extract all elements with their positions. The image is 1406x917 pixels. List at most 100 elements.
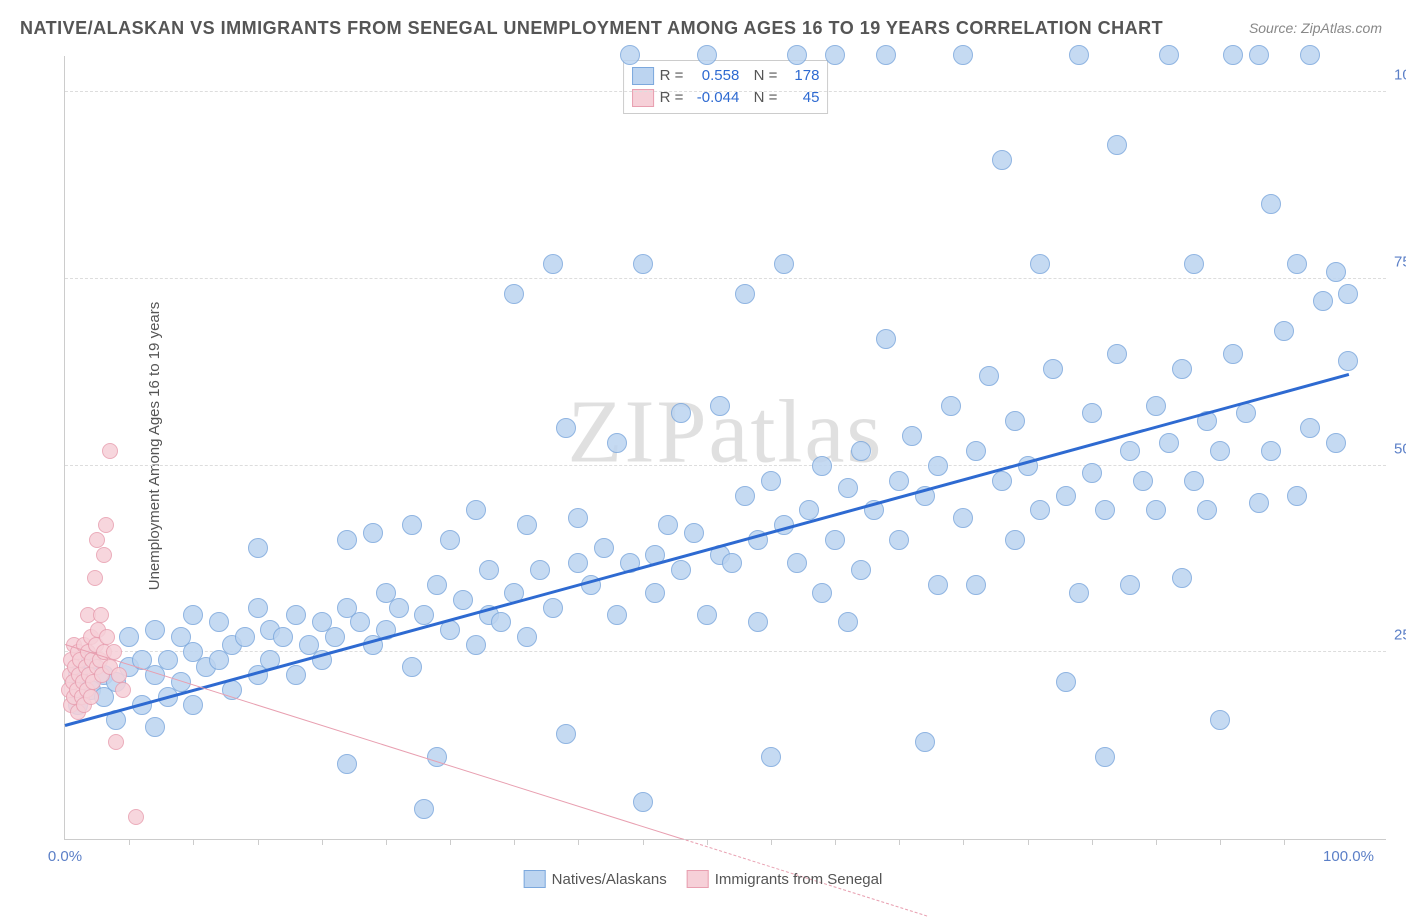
data-point [286,665,306,685]
data-point [722,553,742,573]
data-point [851,560,871,580]
data-point [645,583,665,603]
x-tick-mark [643,839,644,845]
x-tick-mark [707,839,708,845]
data-point [1261,441,1281,461]
legend-swatch [524,870,546,888]
data-point [1300,418,1320,438]
data-point [1095,747,1115,767]
data-point [89,532,105,548]
data-point [684,523,704,543]
data-point [787,553,807,573]
x-tick-mark [1220,839,1221,845]
y-tick-label: 50.0% [1394,440,1406,457]
data-point [337,530,357,550]
x-tick-mark [1284,839,1285,845]
data-point [504,284,524,304]
data-point [774,254,794,274]
data-point [902,426,922,446]
data-point [876,45,896,65]
data-point [402,657,422,677]
data-point [1184,254,1204,274]
data-point [607,605,627,625]
legend-swatch [687,870,709,888]
r-value: 0.558 [689,65,739,87]
data-point [607,433,627,453]
data-point [761,471,781,491]
data-point [697,45,717,65]
x-tick-label: 100.0% [1323,848,1374,865]
data-point [1056,486,1076,506]
x-tick-mark [578,839,579,845]
data-point [825,530,845,550]
data-point [96,547,112,563]
data-point [1326,262,1346,282]
chart-title: NATIVE/ALASKAN VS IMMIGRANTS FROM SENEGA… [20,18,1163,39]
data-point [248,538,268,558]
x-tick-mark [514,839,515,845]
y-tick-label: 25.0% [1394,627,1406,644]
data-point [671,403,691,423]
data-point [697,605,717,625]
data-point [1005,411,1025,431]
data-point [1082,403,1102,423]
data-point [812,583,832,603]
data-point [1159,45,1179,65]
x-tick-mark [129,839,130,845]
data-point [1133,471,1153,491]
data-point [1069,45,1089,65]
data-point [556,724,576,744]
data-point [1005,530,1025,550]
data-point [1120,441,1140,461]
data-point [812,456,832,476]
data-point [466,635,486,655]
data-point [453,590,473,610]
data-point [568,508,588,528]
gridline [65,278,1386,279]
gridline [65,91,1386,92]
legend-item: Natives/Alaskans [524,870,667,888]
data-point [966,575,986,595]
plot-area: ZIPatlas R =0.558 N =178R =-0.044 N =45 … [64,56,1386,840]
data-point [1082,463,1102,483]
data-point [1197,500,1217,520]
data-point [838,478,858,498]
data-point [710,396,730,416]
data-point [543,598,563,618]
data-point [1326,433,1346,453]
data-point [1249,493,1269,513]
x-tick-mark [835,839,836,845]
data-point [1107,344,1127,364]
data-point [1210,441,1230,461]
bottom-legend: Natives/Alaskans Immigrants from Senegal [524,870,883,888]
legend-item: Immigrants from Senegal [687,870,883,888]
legend-label: Immigrants from Senegal [715,871,883,888]
data-point [93,607,109,623]
data-point [838,612,858,632]
data-point [748,612,768,632]
data-point [851,441,871,461]
n-value: 45 [783,87,819,109]
data-point [1069,583,1089,603]
data-point [992,471,1012,491]
data-point [1223,344,1243,364]
x-tick-mark [1092,839,1093,845]
data-point [414,605,434,625]
n-value: 178 [783,65,819,87]
data-point [1030,254,1050,274]
x-tick-mark [258,839,259,845]
data-point [1313,291,1333,311]
data-point [1210,710,1230,730]
data-point [620,45,640,65]
data-point [427,575,447,595]
data-point [209,612,229,632]
data-point [1249,45,1269,65]
data-point [145,620,165,640]
data-point [633,254,653,274]
legend-swatch [632,67,654,85]
data-point [1030,500,1050,520]
stat-legend-row: R =0.558 N =178 [632,65,820,87]
data-point [889,471,909,491]
data-point [658,515,678,535]
legend-label: Natives/Alaskans [552,871,667,888]
